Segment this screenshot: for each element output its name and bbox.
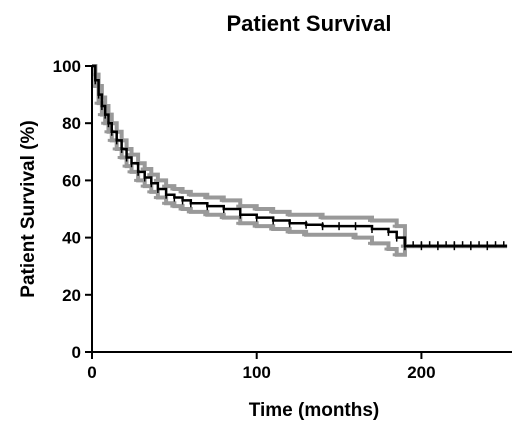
x-tick-label: 0	[87, 363, 96, 382]
y-tick-label: 20	[62, 286, 81, 305]
y-axis-label: Patient Survival (%)	[18, 120, 39, 297]
ci-upper-line	[92, 64, 508, 249]
y-tick-label: 100	[53, 57, 81, 76]
y-tick-label: 80	[62, 114, 81, 133]
x-axis-ticks: 0 100 200	[87, 352, 436, 382]
y-tick-label: 40	[62, 229, 81, 248]
x-tick-label: 100	[243, 363, 271, 382]
chart-title: Patient Survival	[226, 11, 391, 36]
ci-lower-line	[92, 64, 508, 257]
survival-curve-layer	[92, 64, 508, 251]
x-tick-label: 200	[407, 363, 435, 382]
confidence-interval-layer	[91, 64, 508, 257]
y-tick-label: 0	[72, 343, 81, 362]
x-axis-label: Time (months)	[249, 400, 380, 421]
censor-marks-layer	[412, 241, 505, 248]
y-axis-ticks: 0 20 40 60 80 100	[53, 57, 92, 362]
survival-curve	[92, 64, 508, 248]
y-tick-label: 60	[62, 171, 81, 190]
